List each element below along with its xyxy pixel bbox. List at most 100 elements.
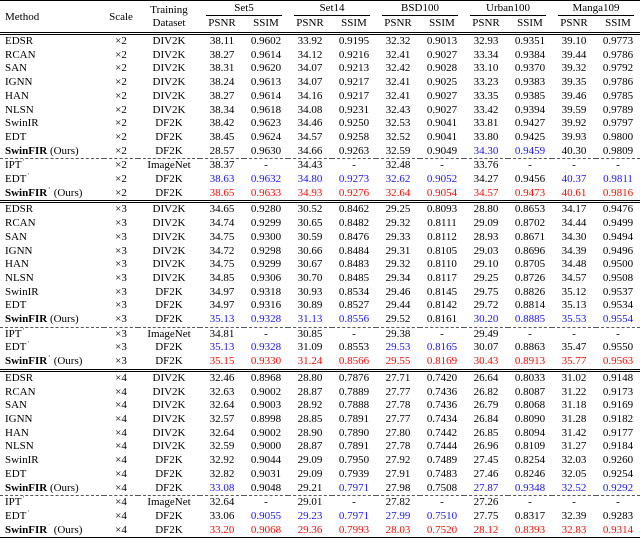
value-cell: 0.9254 (602, 467, 634, 480)
value-cell: 32.63 (209, 385, 235, 398)
value-cell: 0.8112 (427, 230, 457, 243)
value-cell: 34.43 (288, 158, 332, 174)
method-name: NLSN (5, 440, 34, 453)
method-cell: SAN (0, 62, 104, 76)
value-cell: 0.9459 (514, 144, 546, 157)
method-name: RCAN (5, 48, 36, 61)
method-cell: IPT† (0, 495, 104, 510)
value-cell: 31.24 (297, 355, 323, 368)
value-cell: 0.7890 (338, 426, 370, 439)
value-cell: 33.34 (473, 48, 499, 61)
training-dataset-cell: ImageNet (138, 158, 200, 174)
value-cell: 34.57 (297, 130, 323, 143)
value-cell: 0.8998 (250, 412, 282, 425)
value-cell: 32.83 (561, 523, 587, 536)
scale-cell: ×2 (115, 130, 127, 143)
value-cell: 0.9383 (514, 76, 546, 89)
scale-cell: ×4 (115, 481, 127, 494)
value-cell: 38.42 (209, 117, 235, 130)
value-cell: 39.32 (561, 62, 587, 75)
method-cell: SwinFIR† (Ours) (0, 187, 104, 202)
value-cell: 38.65 (209, 186, 235, 199)
value-cell: 0.8527 (338, 299, 370, 312)
value-cell: 0.8483 (338, 258, 370, 271)
value-cell: 0.9169 (602, 399, 634, 412)
method-name: NLSN (5, 103, 34, 116)
scale-cell: ×2 (115, 144, 127, 157)
method-name: EDT (5, 130, 27, 143)
value-cell: 0.9394 (514, 103, 546, 116)
table-row: SwinIR ×4 DF2K 32.92 0.9044 29.09 0.7950 27.92 0… (0, 454, 640, 468)
value-cell: 32.41 (385, 89, 411, 102)
method-cell: IPT† (0, 158, 104, 174)
training-dataset-cell: DF2K (155, 355, 183, 368)
value-cell: 28.92 (297, 399, 323, 412)
training-dataset-cell: DIV2K (152, 412, 186, 425)
training-dataset-cell: DF2K (155, 186, 183, 199)
training-dataset-cell: DF2K (155, 130, 183, 143)
method-cell: SwinIR (0, 286, 104, 300)
value-cell: 0.8913 (514, 355, 546, 368)
method-name: SwinFIR (5, 186, 48, 199)
value-cell: 0.7939 (338, 467, 370, 480)
value-cell: 0.9499 (602, 217, 634, 230)
scale-cell: ×3 (115, 258, 127, 271)
value-cell: 29.09 (297, 454, 323, 467)
method-name: NLSN (5, 271, 34, 284)
scale-cell: ×4 (115, 385, 127, 398)
value-cell: 0.9351 (508, 31, 552, 49)
value-cell: 29.55 (385, 355, 411, 368)
table-row: EDSR ×4 DIV2K 32.46 0.8968 28.80 0.7876 27.71 0.… (0, 368, 640, 386)
value-cell: 27.80 (385, 426, 411, 439)
value-cell: 0.8485 (338, 271, 370, 284)
value-cell: 0.9273 (338, 173, 370, 186)
method-cell: SwinIR (0, 454, 104, 468)
value-cell: 0.9299 (250, 258, 282, 271)
value-cell: 32.52 (385, 130, 411, 143)
value-cell: 38.11 (200, 31, 244, 49)
value-cell: 0.9217 (338, 89, 370, 102)
value-cell: 0.9809 (602, 144, 634, 157)
method-cell: EDSR (0, 31, 104, 49)
value-cell: 34.07 (297, 62, 323, 75)
table-row: NLSN ×3 DIV2K 34.85 0.9306 30.70 0.8485 29.34 0.… (0, 272, 640, 286)
method-name: SwinIR (5, 454, 39, 467)
value-cell: 32.41 (385, 48, 411, 61)
value-cell: 27.82 (376, 495, 420, 510)
scale-cell: ×2 (104, 158, 138, 174)
value-cell: 0.9318 (250, 285, 282, 298)
value-cell: 30.70 (297, 271, 323, 284)
value-cell: 0.9195 (332, 31, 376, 49)
training-dataset-cell: DIV2K (152, 440, 186, 453)
value-cell: 0.9041 (426, 117, 458, 130)
table-row: EDT†×3DF2K35.130.932831.090.855329.530.8… (0, 341, 640, 355)
value-cell: 0.9785 (602, 89, 634, 102)
value-cell: 0.9031 (250, 467, 282, 480)
method-name: SwinFIR (5, 313, 48, 326)
col-header-urban100: Urban100 (464, 1, 552, 16)
value-cell: 30.07 (473, 341, 499, 354)
value-cell: 34.17 (552, 200, 596, 218)
training-dataset-cell: DIV2K (152, 76, 186, 89)
value-cell: 32.42 (385, 62, 411, 75)
value-cell: 31.27 (561, 440, 587, 453)
scale-cell: ×4 (115, 454, 127, 467)
method-cell: IGNN (0, 245, 104, 259)
col-header-set5: Set5 (200, 1, 288, 16)
method-cell: NLSN (0, 440, 104, 454)
value-cell: 38.27 (209, 89, 235, 102)
value-cell: 39.44 (561, 48, 587, 61)
method-cell: IGNN (0, 76, 104, 90)
scale-cell: ×2 (115, 48, 127, 61)
training-dataset-cell: ImageNet (138, 326, 200, 342)
value-cell: 39.93 (561, 130, 587, 143)
table-row: EDT ×3 DF2K 34.97 0.9316 30.89 0.8527 29.44 0.81… (0, 299, 640, 313)
training-dataset-cell: DIV2K (152, 103, 186, 116)
value-cell: 34.27 (473, 173, 499, 186)
value-cell: 0.9797 (602, 117, 634, 130)
value-cell: 0.9002 (250, 385, 282, 398)
method-cell: EDT† (0, 341, 104, 355)
table-row: SwinFIR (Ours) ×4 DF2K 33.08 0.9048 29.21 0.79… (0, 482, 640, 496)
scale-cell: ×2 (115, 186, 127, 199)
